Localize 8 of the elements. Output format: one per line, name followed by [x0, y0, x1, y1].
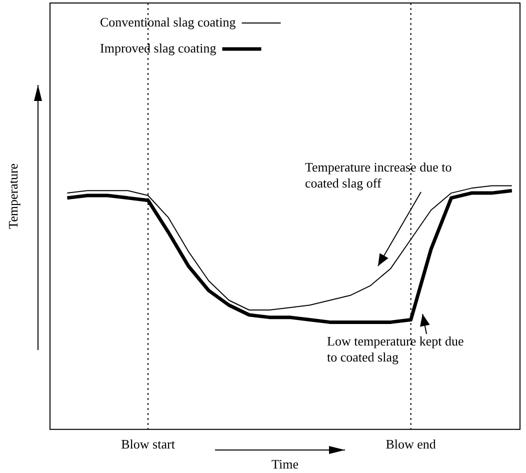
x-axis-title: Time — [272, 456, 299, 472]
y-axis-title: Temperature — [5, 163, 20, 229]
annotation: Temperature increase due to coated slag off — [305, 159, 452, 190]
annotation: Low temperature kept due to coated slag — [327, 333, 464, 364]
x-tick-label: Blow start — [121, 436, 176, 452]
x-tick-label: Blow end — [386, 436, 436, 452]
legend-label: Conventional slag coating — [100, 14, 236, 30]
legend-label: Improved slag coating — [100, 40, 217, 56]
